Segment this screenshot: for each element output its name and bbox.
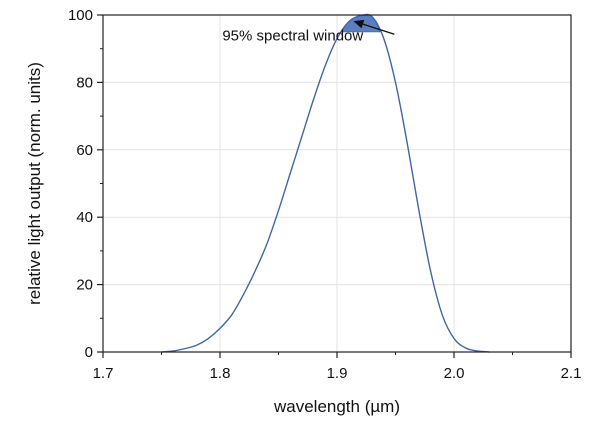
x-tick-label-0: 1.7 <box>93 365 114 382</box>
x-tick-label-3: 2.0 <box>444 365 465 382</box>
tick-labels: 1.7 1.8 1.9 2.0 2.1 0 20 40 60 80 100 <box>68 7 581 382</box>
y-tick-label-1: 20 <box>76 277 93 294</box>
x-tick-label-1: 1.8 <box>210 365 231 382</box>
y-tick-label-2: 40 <box>76 209 93 226</box>
annotation-arrow-line-0 <box>362 23 395 35</box>
series-layer <box>161 13 490 353</box>
x-tick-label-4: 2.1 <box>561 365 582 382</box>
y-axis-title: relative light output (norm. units) <box>25 62 44 305</box>
annotation-arrowhead-0 <box>353 19 365 29</box>
y-tick-label-0: 0 <box>85 344 93 361</box>
grid-lines <box>103 15 571 352</box>
axes <box>97 14 572 358</box>
annotation-label-0: 95% spectral window <box>222 27 363 44</box>
series-line-0 <box>161 13 490 353</box>
x-axis-title: wavelength (µm) <box>273 397 400 416</box>
axis-titles: wavelength (µm) relative light output (no… <box>25 62 400 416</box>
y-tick-label-5: 100 <box>68 7 93 24</box>
x-tick-label-2: 1.9 <box>327 365 348 382</box>
annotation: 95% spectral window <box>222 19 395 44</box>
y-tick-label-3: 60 <box>76 142 93 159</box>
y-tick-label-4: 80 <box>76 74 93 91</box>
